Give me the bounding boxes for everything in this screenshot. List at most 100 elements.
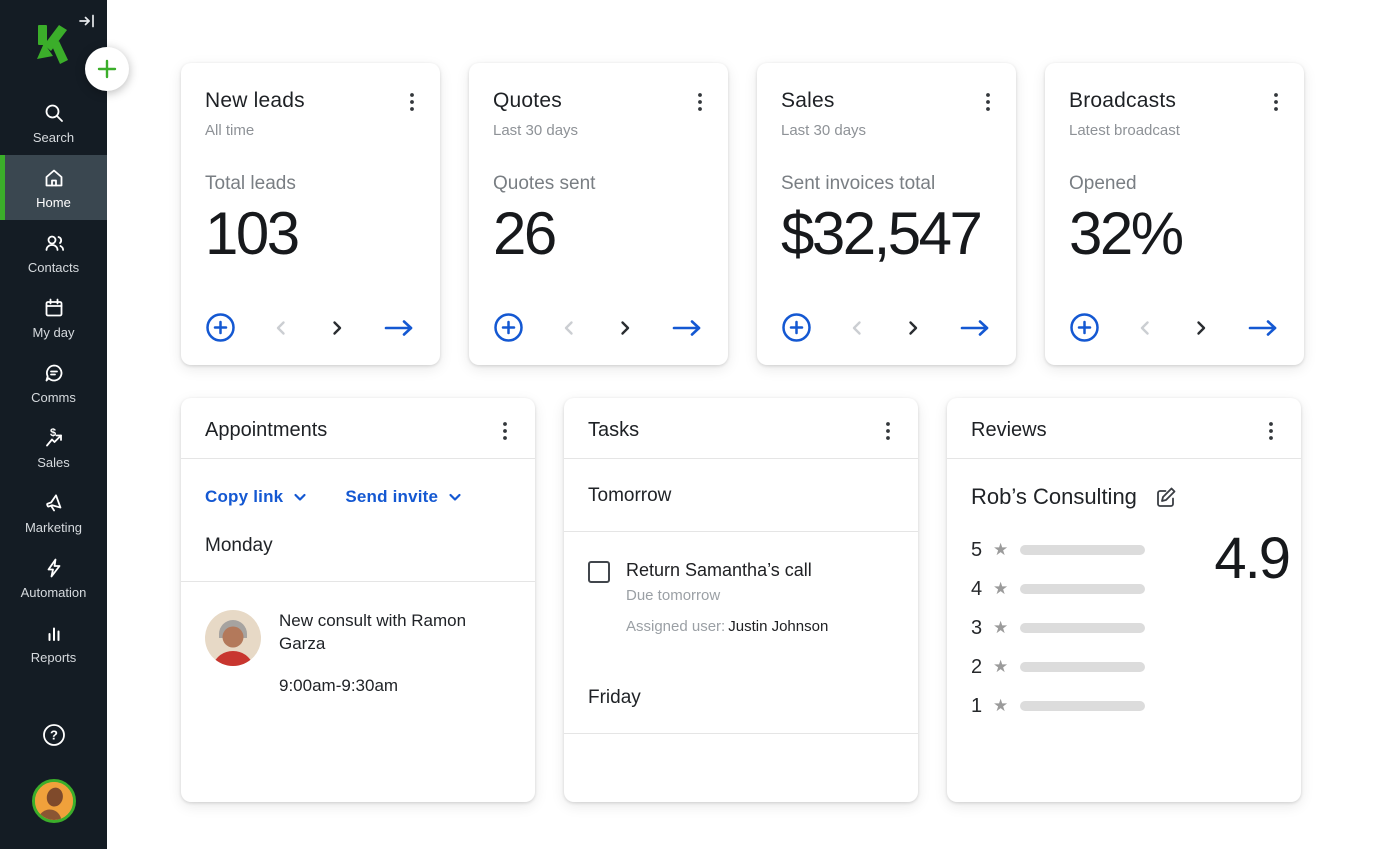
add-record-button[interactable] [493, 312, 524, 343]
metric-label: Sent invoices total [781, 173, 936, 194]
sidebar: Search Home Contacts My [0, 0, 107, 849]
tasks-card: Tasks Tomorrow Return Samantha’s call Du… [564, 398, 918, 802]
sidebar-collapse-icon[interactable] [75, 10, 99, 32]
go-to-report-arrow[interactable] [1246, 316, 1282, 340]
sidebar-item-sales[interactable]: $ Sales [0, 415, 107, 480]
star-icon: ★ [993, 540, 1009, 559]
card-subtitle: Last 30 days [493, 122, 579, 139]
card-title: Broadcasts [1069, 89, 1177, 112]
prev-metric-chevron [270, 317, 292, 339]
metric-value: 103 [205, 200, 300, 267]
keap-logo [34, 22, 70, 66]
appointment-item[interactable]: New consult with Ramon Garza 9:00am-9:30… [181, 582, 535, 724]
kebab-menu-icon[interactable] [1265, 420, 1277, 442]
appointment-time: 9:00am-9:30am [279, 675, 399, 695]
card-title: Reviews [971, 418, 1047, 441]
sidebar-item-home[interactable]: Home [0, 155, 107, 220]
help-icon[interactable]: ? [40, 721, 68, 749]
stat-card-row: New leads All time Total leads 103 [181, 63, 1373, 365]
megaphone-icon [42, 491, 66, 515]
sidebar-item-marketing[interactable]: Marketing [0, 480, 107, 545]
add-record-button[interactable] [781, 312, 812, 343]
next-metric-chevron[interactable] [614, 317, 636, 339]
metric-value: 26 [493, 200, 557, 267]
go-to-report-arrow[interactable] [382, 316, 418, 340]
tasks-day-label: Friday [588, 687, 641, 708]
sidebar-bottom: ? [0, 721, 107, 849]
sidebar-logo-area [0, 0, 107, 90]
send-invite-button[interactable]: Send invite [345, 487, 462, 507]
star-icon: ★ [993, 579, 1009, 598]
metric-label: Total leads [205, 173, 296, 194]
add-fab-button[interactable] [85, 47, 129, 91]
go-to-report-arrow[interactable] [958, 316, 994, 340]
dashboard: New leads All time Total leads 103 [107, 0, 1373, 849]
sidebar-item-comms[interactable]: Comms [0, 350, 107, 415]
kebab-menu-icon[interactable] [406, 91, 418, 113]
go-to-report-arrow[interactable] [670, 316, 706, 340]
task-item[interactable]: Return Samantha’s call Due tomorrow Assi… [564, 532, 918, 635]
card-title: Sales [781, 89, 835, 112]
rating-bar-track [1020, 701, 1146, 711]
svg-text:$: $ [49, 427, 55, 439]
task-title: Return Samantha’s call [626, 560, 812, 580]
home-icon [42, 166, 66, 190]
contact-avatar [205, 610, 261, 666]
sidebar-item-label: Marketing [24, 519, 83, 535]
sidebar-item-reports[interactable]: Reports [0, 610, 107, 675]
user-avatar[interactable] [31, 779, 76, 823]
kebab-menu-icon[interactable] [982, 91, 994, 113]
task-assignee: Justin Johnson [728, 618, 829, 635]
task-assigned: Assigned user: Justin Johnson [626, 618, 829, 635]
next-metric-chevron[interactable] [902, 317, 924, 339]
lightning-icon [42, 556, 66, 580]
card-subtitle: Latest broadcast [1069, 122, 1180, 139]
kebab-menu-icon[interactable] [1270, 91, 1282, 113]
add-record-button[interactable] [205, 312, 236, 343]
appointments-card: Appointments Copy link Send invite [181, 398, 535, 802]
sidebar-item-contacts[interactable]: Contacts [0, 220, 107, 285]
sidebar-item-label: Comms [31, 389, 76, 405]
task-checkbox[interactable] [588, 561, 610, 583]
kebab-menu-icon[interactable] [499, 420, 511, 442]
overall-rating: 4.9 [1214, 526, 1291, 591]
sidebar-item-label: Reports [30, 649, 77, 665]
stat-card-sales: Sales Last 30 days Sent invoices total $… [757, 63, 1016, 365]
business-name: Rob’s Consulting [971, 484, 1137, 509]
sidebar-item-my-day[interactable]: My day [0, 285, 107, 350]
rating-bar-track [1020, 662, 1146, 672]
prev-metric-chevron [558, 317, 580, 339]
sales-trend-icon: $ [42, 426, 66, 450]
star-icon: ★ [993, 657, 1009, 676]
contacts-icon [42, 231, 66, 255]
edit-icon[interactable] [1153, 485, 1179, 511]
card-title: Quotes [493, 89, 562, 112]
kebab-menu-icon[interactable] [694, 91, 706, 113]
tasks-day-label: Tomorrow [588, 485, 672, 506]
add-record-button[interactable] [1069, 312, 1100, 343]
star-icon: ★ [993, 618, 1009, 637]
chevron-down-icon [293, 490, 307, 504]
copy-link-button[interactable]: Copy link [205, 487, 307, 507]
rating-row-2: 2 ★ [971, 656, 1277, 678]
card-title: Appointments [205, 418, 328, 441]
task-due-label: Due tomorrow [626, 587, 721, 604]
next-metric-chevron[interactable] [1190, 317, 1212, 339]
rating-bar-track [1020, 545, 1146, 555]
metric-label: Opened [1069, 173, 1137, 194]
stat-card-broadcasts: Broadcasts Latest broadcast Opened 32% [1045, 63, 1304, 365]
rating-row-1: 1 ★ [971, 695, 1277, 717]
sidebar-item-search[interactable]: Search [0, 90, 107, 155]
chat-bubble-icon [42, 361, 66, 385]
sidebar-item-label: My day [32, 324, 75, 340]
bar-chart-icon [42, 621, 66, 645]
reviews-card: Reviews Rob’s Consulting [947, 398, 1301, 802]
svg-text:?: ? [50, 728, 58, 743]
prev-metric-chevron [1134, 317, 1156, 339]
sidebar-item-automation[interactable]: Automation [0, 545, 107, 610]
next-metric-chevron[interactable] [326, 317, 348, 339]
plus-icon [96, 58, 118, 80]
metric-value: $32,547 [781, 200, 983, 267]
rating-row-3: 3 ★ [971, 617, 1277, 639]
kebab-menu-icon[interactable] [882, 420, 894, 442]
